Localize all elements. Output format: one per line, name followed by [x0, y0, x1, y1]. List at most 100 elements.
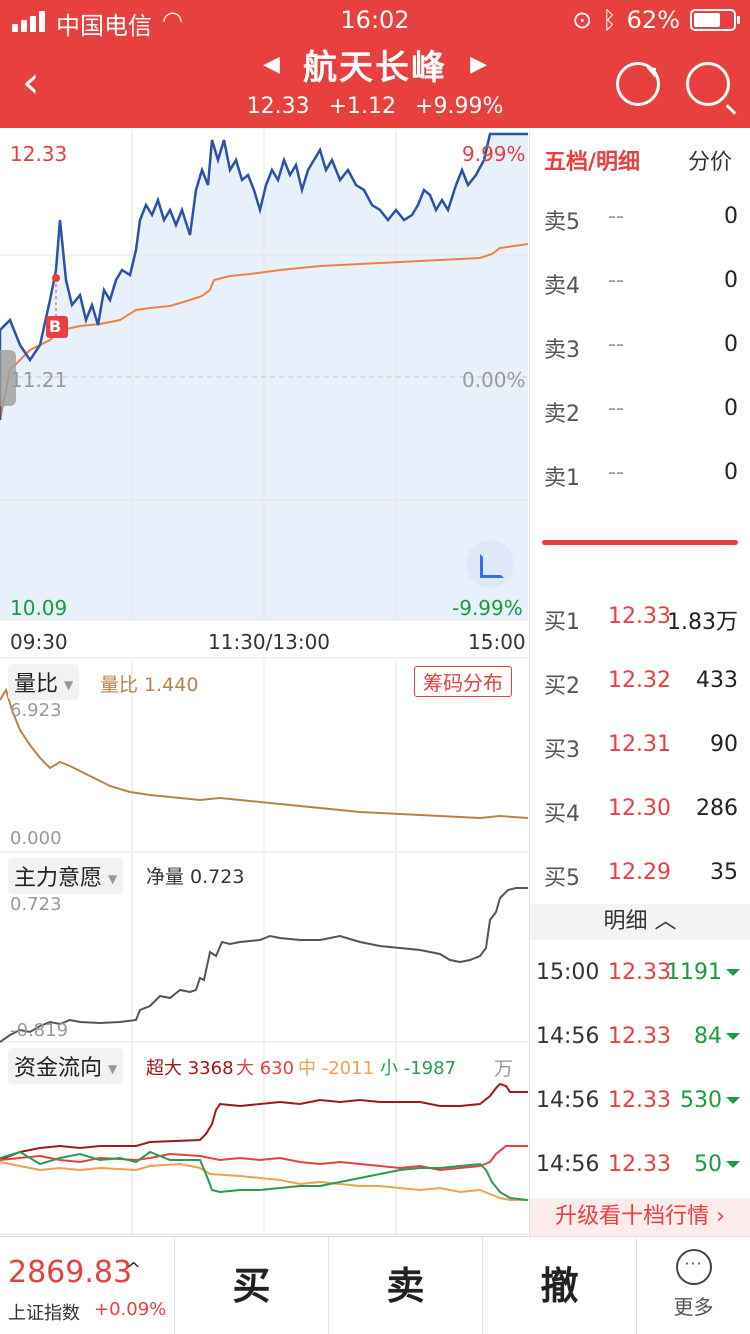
volume-ratio-tag: 量比 — [14, 672, 59, 697]
ask-label: 卖5 — [544, 210, 580, 235]
stock-title-row: ◀ 航天长峰 ▶ — [0, 40, 750, 89]
bottom-action-bar: 2869.83 ^ 上证指数 +0.09% 买 卖 撤 ··· 更多 — [0, 1236, 750, 1334]
bid-volume: 90 — [710, 732, 738, 757]
pct-high-label: 9.99% — [462, 142, 526, 166]
trade-volume: 1191 — [666, 960, 740, 985]
main-force-max: 0.723 — [10, 894, 62, 915]
search-icon[interactable] — [686, 62, 730, 106]
ask-label: 卖2 — [544, 402, 580, 427]
ask-volume: 0 — [724, 332, 738, 357]
chevron-right-icon: › — [716, 1204, 725, 1229]
more-button[interactable]: ··· 更多 — [636, 1237, 750, 1334]
bid-price: 12.31 — [608, 732, 671, 757]
detail-toggle[interactable]: 明细 ︿ — [530, 904, 750, 940]
ask-row: 卖2 -- 0 — [530, 390, 750, 430]
small-flow-line — [0, 1150, 529, 1201]
bid-row: 买2 12.32 433 — [530, 662, 750, 702]
main-force-selector[interactable]: 主力意愿 ▼ — [8, 858, 124, 894]
buy-button[interactable]: 买 — [174, 1237, 328, 1334]
money-flow-grid — [0, 1044, 528, 1235]
trade-volume: 530 — [680, 1088, 740, 1113]
pct-mid-label: 0.00% — [462, 368, 526, 392]
trade-price: 12.33 — [608, 1152, 671, 1177]
order-book: 五档/明细 分价 卖5 -- 0 卖4 -- 0 卖3 -- 0 卖2 -- 0… — [530, 130, 750, 1236]
bid-price: 12.33 — [608, 604, 671, 629]
more-label: 更多 — [673, 1295, 714, 1319]
battery-icon — [690, 9, 740, 31]
trade-time: 14:56 — [536, 1088, 600, 1113]
ask-price: -- — [608, 204, 624, 229]
bid-row: 买5 12.29 35 — [530, 854, 750, 894]
ask-label: 卖1 — [544, 466, 580, 491]
chart-area[interactable]: 12.33 9.99% 11.21 0.00% 10.09 -9.99% B 0… — [0, 130, 530, 1236]
clock: 16:02 — [340, 6, 410, 34]
cancel-order-button[interactable]: 撤 — [482, 1237, 636, 1334]
price-mid-label: 11.21 — [10, 368, 68, 392]
carrier-name: 中国电信 — [56, 12, 152, 40]
ask-volume: 0 — [724, 396, 738, 421]
chip-distribution-button[interactable]: 筹码分布 — [414, 666, 512, 697]
chevron-down-icon: ▼ — [64, 678, 74, 692]
top-bar: 中国电信 ◠ 16:02 ⊙ ᛒ 62% ‹ ◀ 航天长峰 ▶ 12.33 +1… — [0, 0, 750, 128]
bid-volume: 286 — [696, 796, 738, 821]
bid-volume: 1.83万 — [667, 610, 738, 635]
trade-time: 15:00 — [536, 960, 600, 985]
status-right: ⊙ ᛒ 62% — [572, 6, 740, 34]
refresh-icon[interactable] — [616, 62, 660, 106]
volume-ratio-line — [0, 687, 529, 820]
bid-volume: 433 — [696, 668, 738, 693]
main-force-line — [0, 887, 528, 1043]
trade-row: 15:00 12.33 1191 — [530, 954, 750, 994]
price-change: +1.12 — [328, 94, 397, 119]
sell-button[interactable]: 卖 — [328, 1237, 482, 1334]
money-flow-large: 大 630 — [236, 1058, 295, 1079]
wifi-icon: ◠ — [162, 6, 183, 34]
bid-row: 买1 12.33 1.83万 — [530, 598, 750, 638]
price-low-label: 10.09 — [10, 596, 68, 620]
upgrade-ten-level-button[interactable]: 升级看十档行情 › — [530, 1198, 750, 1236]
trade-price: 12.33 — [608, 1024, 671, 1049]
buy-marker-badge — [46, 316, 68, 338]
buy-marker-dot — [52, 274, 60, 282]
super-flow-line — [0, 1082, 528, 1161]
price-grid — [0, 130, 528, 659]
chevron-up-icon: ︿ — [654, 909, 677, 934]
price-change-pct: +9.99% — [415, 94, 504, 119]
bid-price: 12.30 — [608, 796, 671, 821]
back-icon[interactable]: ‹ — [22, 57, 40, 108]
ask-price: -- — [608, 396, 624, 421]
trade-time: 14:56 — [536, 1024, 600, 1049]
bluetooth-icon: ᛒ — [602, 6, 617, 34]
volume-ratio-selector[interactable]: 量比 ▼ — [8, 664, 80, 700]
trade-row: 14:56 12.33 84 — [530, 1018, 750, 1058]
detail-header-label: 明细 — [603, 909, 648, 934]
ask-label: 卖4 — [544, 274, 580, 299]
ask-label: 卖3 — [544, 338, 580, 363]
index-name: 上证指数 — [8, 1303, 80, 1324]
chevron-down-icon: ▼ — [108, 872, 118, 886]
last-price: 12.33 — [246, 94, 310, 119]
tab-price-split[interactable]: 分价 — [687, 150, 732, 175]
ask-volume: 0 — [724, 460, 738, 485]
book-divider — [542, 540, 738, 545]
ask-price: -- — [608, 268, 624, 293]
bid-label: 买5 — [544, 866, 580, 891]
stock-quote: 12.33 +1.12 +9.99% — [0, 94, 750, 119]
fullscreen-icon[interactable] — [466, 540, 514, 588]
money-flow-small: 小 -1987 — [380, 1058, 457, 1079]
volume-ratio-value: 量比 1.440 — [100, 674, 199, 696]
money-flow-selector[interactable]: 资金流向 ▼ — [8, 1048, 124, 1084]
tab-five-level[interactable]: 五档/明细 — [544, 150, 641, 175]
trade-row: 14:56 12.33 530 — [530, 1082, 750, 1122]
money-flow-unit: 万 — [494, 1058, 514, 1080]
main-force-min: -0.819 — [10, 1020, 69, 1041]
bid-row: 买3 12.31 90 — [530, 726, 750, 766]
money-flow-tag: 资金流向 — [14, 1056, 103, 1081]
next-stock-icon[interactable]: ▶ — [470, 52, 488, 77]
trade-volume: 84 — [694, 1024, 740, 1049]
trade-volume: 50 — [694, 1152, 740, 1177]
volume-ratio-min: 0.000 — [10, 828, 62, 849]
price-high-label: 12.33 — [10, 142, 68, 166]
pct-low-label: -9.99% — [452, 596, 523, 620]
prev-stock-icon[interactable]: ◀ — [262, 52, 280, 77]
